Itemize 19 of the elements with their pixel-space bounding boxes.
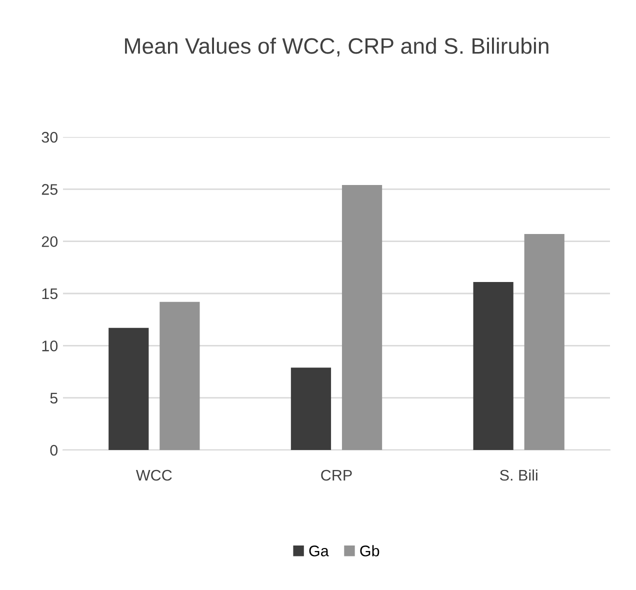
bar bbox=[473, 282, 514, 450]
y-tick-label: 5 bbox=[50, 392, 58, 404]
bar bbox=[342, 184, 382, 450]
y-tick-label: 25 bbox=[42, 184, 58, 195]
y-tick-label: 10 bbox=[42, 340, 58, 352]
bar bbox=[524, 234, 564, 450]
y-tick-label: 0 bbox=[50, 444, 58, 456]
bar bbox=[160, 302, 200, 450]
x-tick-label: S. Bili bbox=[500, 469, 538, 481]
bar bbox=[108, 328, 149, 450]
y-tick-label: 20 bbox=[42, 236, 58, 248]
bar bbox=[290, 368, 332, 450]
y-tick-label: 15 bbox=[42, 288, 58, 300]
x-tick-label: WCC bbox=[136, 470, 172, 481]
legend-label: Gb bbox=[360, 545, 380, 556]
legend-label: Ga bbox=[309, 546, 329, 556]
x-tick-label: CRP bbox=[321, 470, 352, 481]
chart-title: Mean Values of WCC, CRP and S. Bilirubin bbox=[125, 38, 548, 57]
y-tick-label: 30 bbox=[42, 132, 58, 143]
